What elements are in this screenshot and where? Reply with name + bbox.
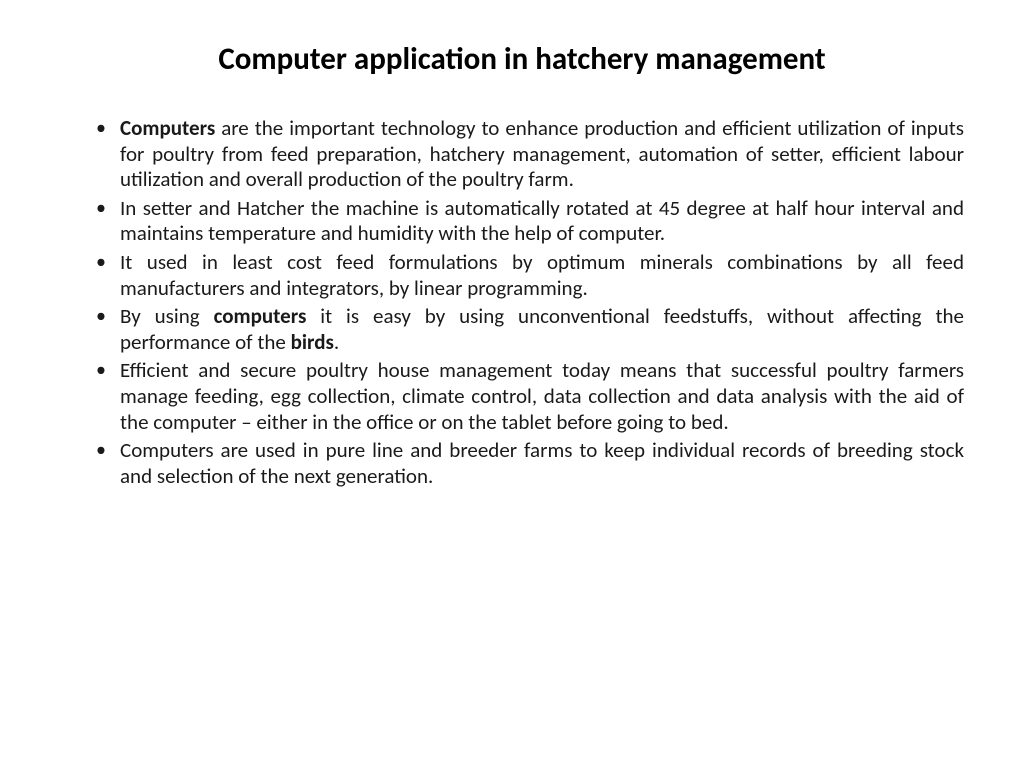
list-item: By using computers it is easy by using u…	[96, 304, 964, 355]
text-plain: In setter and Hatcher the machine is aut…	[120, 195, 964, 247]
text-bold: computers	[214, 303, 307, 329]
list-item: In setter and Hatcher the machine is aut…	[96, 196, 964, 247]
list-item: Computers are the important technology t…	[96, 116, 964, 193]
text-bold: Computers	[120, 115, 215, 141]
text-plain: .	[334, 329, 339, 355]
text-plain: are the important technology to enhance …	[120, 115, 964, 192]
text-bold: birds	[291, 329, 334, 355]
text-plain: Computers are used in pure line and bree…	[120, 437, 964, 489]
text-plain: Efficient and secure poultry house manag…	[120, 357, 964, 434]
slide-title: Computer application in hatchery managem…	[120, 40, 924, 78]
slide-container: Computer application in hatchery managem…	[0, 0, 1024, 768]
list-item: Efficient and secure poultry house manag…	[96, 358, 964, 435]
list-item: Computers are used in pure line and bree…	[96, 438, 964, 489]
list-item: It used in least cost feed formulations …	[96, 250, 964, 301]
text-plain: It used in least cost feed formulations …	[120, 249, 964, 301]
bullet-list: Computers are the important technology t…	[60, 116, 964, 490]
text-plain: By using	[120, 303, 214, 329]
